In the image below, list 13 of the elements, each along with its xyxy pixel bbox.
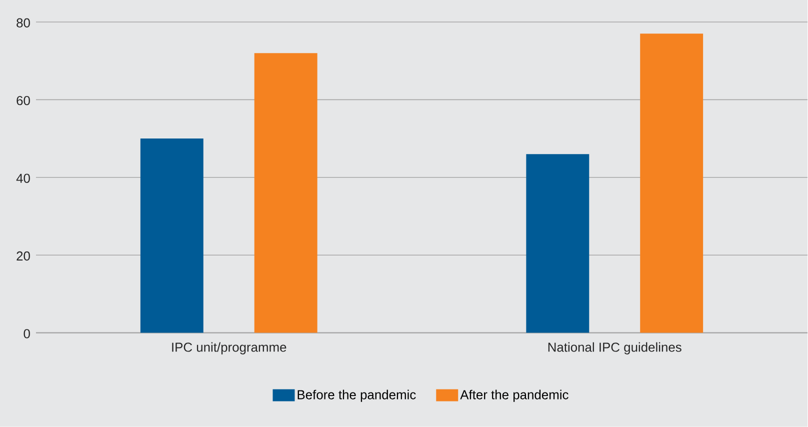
bar bbox=[640, 34, 704, 333]
legend-label: After the pandemic bbox=[460, 390, 568, 402]
x-tick-label: IPC unit/programme bbox=[172, 342, 286, 354]
y-tick-label: 0 bbox=[24, 329, 30, 338]
x-tick-label: National IPC guidelines bbox=[548, 342, 682, 354]
bar bbox=[140, 138, 204, 333]
bar bbox=[526, 154, 590, 333]
y-tick-label: 20 bbox=[16, 252, 30, 261]
y-tick-label: 80 bbox=[16, 18, 30, 28]
legend-label: Before the pandemic bbox=[298, 390, 416, 402]
bar bbox=[254, 53, 318, 333]
y-tick-label: 60 bbox=[16, 96, 30, 106]
y-tick-label: 40 bbox=[16, 174, 30, 183]
